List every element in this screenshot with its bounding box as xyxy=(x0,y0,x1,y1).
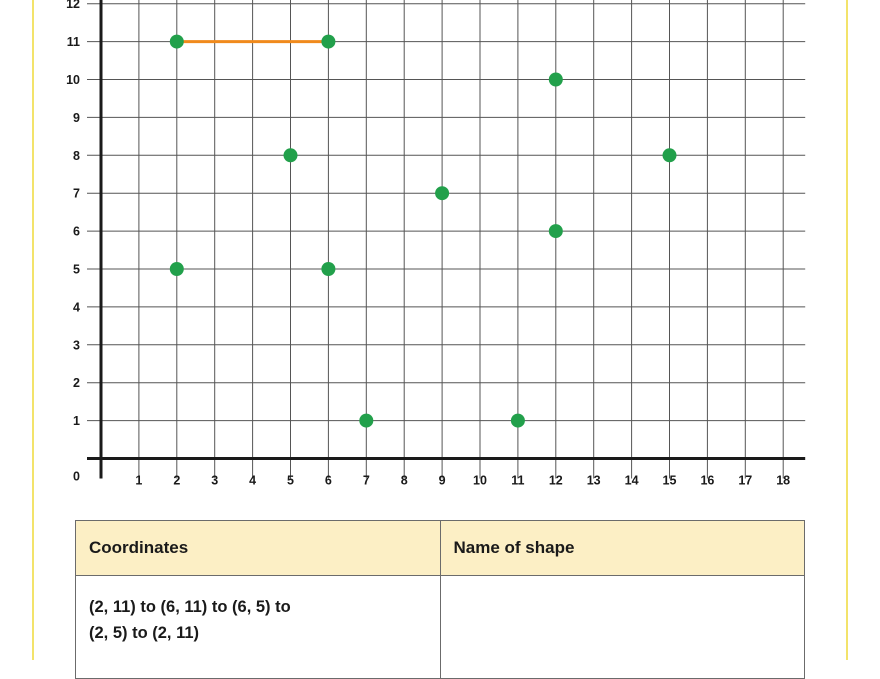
coordinate-grid-chart: 1 2 3 4 5 6 7 8 9 10 11 12 13 14 15 16 17 181234567891011… xyxy=(66,0,806,488)
x-tick-label: 4 xyxy=(249,474,256,488)
y-tick-label: 2 xyxy=(73,376,80,390)
x-tick-label: 12 xyxy=(549,474,563,488)
y-tick-label: 4 xyxy=(73,300,80,314)
page-border-left xyxy=(32,0,34,660)
data-point xyxy=(283,148,298,163)
data-point xyxy=(548,72,563,87)
x-tick-label: 6 xyxy=(325,474,332,488)
coordinates-line-2: (2, 5) to (2, 11) xyxy=(89,624,200,642)
points xyxy=(169,34,677,428)
data-point xyxy=(548,224,563,239)
y-tick-label: 12 xyxy=(66,0,80,11)
data-point xyxy=(435,186,450,201)
page-border-right xyxy=(846,0,848,660)
origin-label: 0 xyxy=(73,470,80,484)
data-point xyxy=(321,262,336,276)
coordinates-cell: (2, 11) to (6, 11) to (6, 5) to (2, 5) t… xyxy=(75,575,441,679)
x-tick-label: 5 xyxy=(287,474,294,488)
shape-name-header: Name of shape xyxy=(439,520,805,576)
coordinates-header: Coordinates xyxy=(75,520,441,576)
x-tick-label: 15 xyxy=(663,474,677,488)
data-point xyxy=(169,34,184,49)
y-tick-label: 7 xyxy=(73,187,80,201)
y-tick-label: 1 xyxy=(73,414,80,428)
table-header-row: Coordinates Name of shape xyxy=(75,520,805,576)
x-tick-label: 7 xyxy=(363,474,370,488)
y-tick-label: 11 xyxy=(67,35,80,49)
table-row: (2, 11) to (6, 11) to (6, 5) to (2, 5) t… xyxy=(75,575,805,679)
data-point xyxy=(510,413,525,428)
x-tick-label: 9 xyxy=(439,474,446,488)
axes xyxy=(87,0,806,479)
data-point xyxy=(662,148,677,163)
y-tick-label: 6 xyxy=(73,225,80,239)
tick-labels: 1 2 3 4 5 6 7 8 9 10 11 12 13 14 15 16 17 181234567891011… xyxy=(66,0,790,488)
shape-name-cell[interactable] xyxy=(439,575,805,679)
x-tick-label: 17 xyxy=(738,474,752,488)
y-tick-label: 10 xyxy=(66,73,80,87)
x-tick-label: 1 xyxy=(135,474,142,488)
data-point xyxy=(321,34,336,49)
y-tick-label: 5 xyxy=(73,263,80,277)
grid-lines xyxy=(87,0,806,479)
x-tick-label: 11 xyxy=(511,474,524,488)
data-point xyxy=(359,413,374,428)
x-tick-label: 18 xyxy=(776,474,790,488)
coordinates-line-1: (2, 11) to (6, 11) to (6, 5) to xyxy=(89,598,291,616)
x-tick-label: 8 xyxy=(401,474,408,488)
x-tick-label: 13 xyxy=(587,474,601,488)
x-tick-label: 2 xyxy=(173,474,180,488)
coordinates-table: Coordinates Name of shape (2, 11) to (6,… xyxy=(75,520,805,679)
x-tick-label: 14 xyxy=(625,474,639,488)
data-point xyxy=(169,262,184,276)
x-tick-label: 16 xyxy=(700,474,714,488)
y-tick-label: 3 xyxy=(73,338,80,352)
y-tick-label: 9 xyxy=(73,111,80,125)
y-tick-label: 8 xyxy=(73,149,80,163)
x-tick-label: 3 xyxy=(211,474,218,488)
x-tick-label: 10 xyxy=(473,474,487,488)
